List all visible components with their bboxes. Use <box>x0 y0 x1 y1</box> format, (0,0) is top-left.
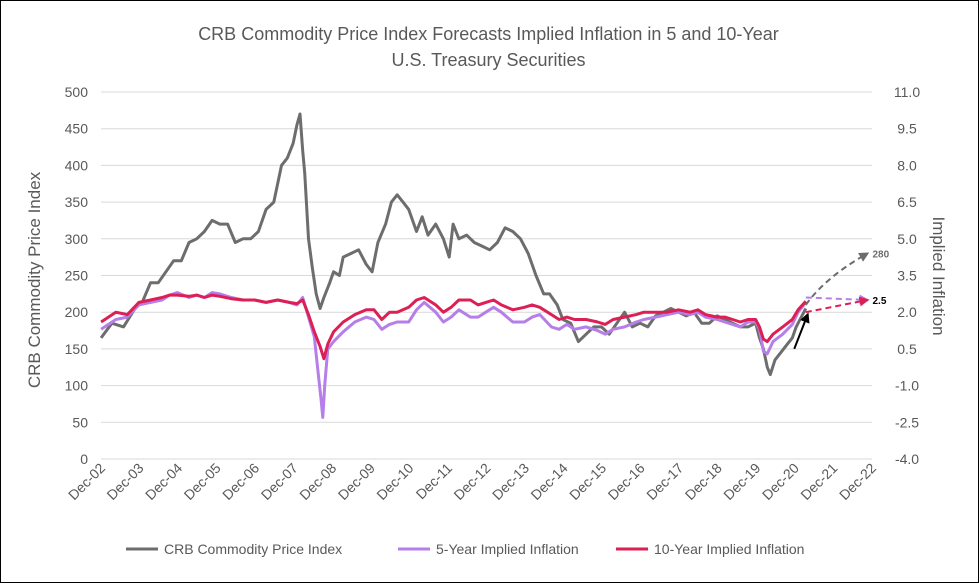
chart-title: CRB Commodity Price Index Forecasts Impl… <box>198 24 779 44</box>
x-tick-label: Dec-08 <box>296 460 339 503</box>
y2-tick-label: 2.0 <box>897 304 917 320</box>
forecast-label: 280 <box>872 249 889 260</box>
x-tick-label: Dec-13 <box>489 460 532 503</box>
x-tick-label: Dec-03 <box>103 460 146 503</box>
right-axis-ticks: -4.0 -2.5 -1.0 0.5 2.0 3.5 5.0 6.5 8.0 9.5 11.0 <box>894 84 920 467</box>
y-tick-label: 500 <box>65 84 89 100</box>
y-axis-label: CRB Commodity Price Index <box>25 171 44 388</box>
x-tick-label: Dec-16 <box>605 460 648 503</box>
forecast-line-2 <box>805 296 870 314</box>
chart-subtitle: U.S. Treasury Securities <box>391 50 586 70</box>
x-tick-label: Dec-14 <box>527 460 570 503</box>
y2-tick-label: 6.5 <box>897 194 917 210</box>
legend-label: 10-Year Implied Inflation <box>654 541 804 557</box>
x-tick-label: Dec-11 <box>413 460 456 503</box>
gridlines <box>101 91 872 460</box>
x-tick-label: Dec-09 <box>335 460 378 503</box>
y-tick-label: 0 <box>80 451 88 467</box>
y-tick-label: 300 <box>65 231 89 247</box>
y2-tick-label: 8.0 <box>897 157 917 173</box>
x-tick-label: Dec-20 <box>759 460 802 503</box>
series-line-2 <box>100 293 807 361</box>
x-tick-label: Dec-07 <box>258 460 301 503</box>
y-tick-label: 400 <box>65 157 89 173</box>
legend: CRB Commodity Price Index 5-Year Implied … <box>126 541 804 557</box>
x-tick-label: Dec-15 <box>566 460 609 503</box>
y2-tick-label: 3.5 <box>897 268 917 284</box>
forecast-label: 2.5 <box>872 296 886 307</box>
legend-label: CRB Commodity Price Index <box>164 541 342 557</box>
forecast-lines: 280 2.5 <box>793 249 890 350</box>
y2-tick-label: 0.5 <box>897 341 917 357</box>
x-tick-label: Dec-12 <box>450 460 493 503</box>
series-lines <box>99 112 808 419</box>
y2-tick-label: -4.0 <box>895 451 919 467</box>
y-tick-label: 250 <box>65 268 89 284</box>
legend-label: 5-Year Implied Inflation <box>436 541 579 557</box>
series-line-0 <box>99 112 808 377</box>
y2-tick-label: 11.0 <box>894 84 920 100</box>
y-tick-label: 50 <box>72 414 88 430</box>
x-tick-label: Dec-22 <box>836 460 879 503</box>
x-tick-label: Dec-19 <box>720 460 763 503</box>
y2-tick-label: -2.5 <box>895 414 919 430</box>
x-tick-label: Dec-06 <box>219 460 262 503</box>
forecast-line-1 <box>805 294 870 305</box>
y2-tick-label: 9.5 <box>897 121 917 137</box>
forecast-line-0 <box>804 252 870 306</box>
y-tick-label: 100 <box>65 378 89 394</box>
y2-axis-label: Implied Inflation <box>929 216 948 335</box>
x-tick-label: Dec-05 <box>181 460 224 503</box>
y2-tick-label: 5.0 <box>897 231 917 247</box>
x-tick-label: Dec-04 <box>142 460 185 503</box>
x-axis-ticks: Dec-02Dec-03Dec-04Dec-05Dec-06Dec-07Dec-… <box>65 460 879 503</box>
y2-tick-label: -1.0 <box>895 378 919 394</box>
x-tick-label: Dec-21 <box>797 460 840 503</box>
y-tick-label: 200 <box>65 304 89 320</box>
x-tick-label: Dec-10 <box>373 460 416 503</box>
trend-arrow <box>793 312 810 350</box>
x-tick-label: Dec-17 <box>643 460 686 503</box>
x-tick-label: Dec-18 <box>682 460 725 503</box>
y-tick-label: 150 <box>65 341 89 357</box>
y-tick-label: 350 <box>65 194 89 210</box>
left-axis-ticks: 0 50 100 150 200 250 300 350 400 450 500 <box>65 84 89 467</box>
y-tick-label: 450 <box>65 121 89 137</box>
